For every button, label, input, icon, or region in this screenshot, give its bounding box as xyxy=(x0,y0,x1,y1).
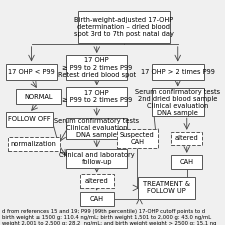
Text: 17 OHP < P99: 17 OHP < P99 xyxy=(8,69,55,75)
Text: d from references 15 and 19; P99 (99th percentile) 17-OHP cutoff points to d
bir: d from references 15 and 19; P99 (99th p… xyxy=(2,209,217,225)
Text: CAH: CAH xyxy=(180,159,194,165)
FancyBboxPatch shape xyxy=(66,149,127,168)
Text: Serum confirmatory tests
Clinical evaluation
DNA sample: Serum confirmatory tests Clinical evalua… xyxy=(54,118,139,138)
FancyBboxPatch shape xyxy=(80,192,114,207)
FancyBboxPatch shape xyxy=(138,177,195,199)
FancyBboxPatch shape xyxy=(66,117,127,139)
Text: CAH: CAH xyxy=(90,196,104,202)
Text: Suspected
CAH: Suspected CAH xyxy=(120,132,155,145)
FancyBboxPatch shape xyxy=(66,87,127,106)
Text: Birth-weight-adjusted 17-OHP
determination – dried blood
spot 3rd to 7th post na: Birth-weight-adjusted 17-OHP determinati… xyxy=(74,17,174,37)
Text: 17 OHP
≥ P99 to 2 times P99
Retest dried blood spot: 17 OHP ≥ P99 to 2 times P99 Retest dried… xyxy=(58,58,136,77)
Text: 17 OHP > 2 times P99: 17 OHP > 2 times P99 xyxy=(141,69,215,75)
FancyBboxPatch shape xyxy=(6,63,57,80)
Text: FOLLOW OFF: FOLLOW OFF xyxy=(8,116,51,122)
FancyBboxPatch shape xyxy=(152,63,204,80)
FancyBboxPatch shape xyxy=(16,89,61,104)
Text: NORMAL: NORMAL xyxy=(24,94,52,100)
FancyBboxPatch shape xyxy=(8,137,60,151)
Text: altered: altered xyxy=(175,135,199,141)
FancyBboxPatch shape xyxy=(171,155,202,169)
FancyBboxPatch shape xyxy=(6,112,53,126)
FancyBboxPatch shape xyxy=(80,174,114,188)
Text: 17 OHP
≥ P99 to 2 times P99: 17 OHP ≥ P99 to 2 times P99 xyxy=(62,90,132,103)
FancyBboxPatch shape xyxy=(171,132,202,145)
Text: Clinical and laboratory
follow-up: Clinical and laboratory follow-up xyxy=(59,152,135,165)
Text: Serum confirmatory tests
2nd dried blood sample
Clinical evaluation
DNA sample: Serum confirmatory tests 2nd dried blood… xyxy=(135,89,220,116)
FancyBboxPatch shape xyxy=(117,129,158,148)
Text: normalization: normalization xyxy=(11,141,57,147)
Text: TREATMENT &
FOLLOW UP: TREATMENT & FOLLOW UP xyxy=(143,181,190,194)
FancyBboxPatch shape xyxy=(152,88,204,117)
Text: altered: altered xyxy=(85,178,109,184)
FancyBboxPatch shape xyxy=(66,55,127,80)
FancyBboxPatch shape xyxy=(78,11,170,43)
